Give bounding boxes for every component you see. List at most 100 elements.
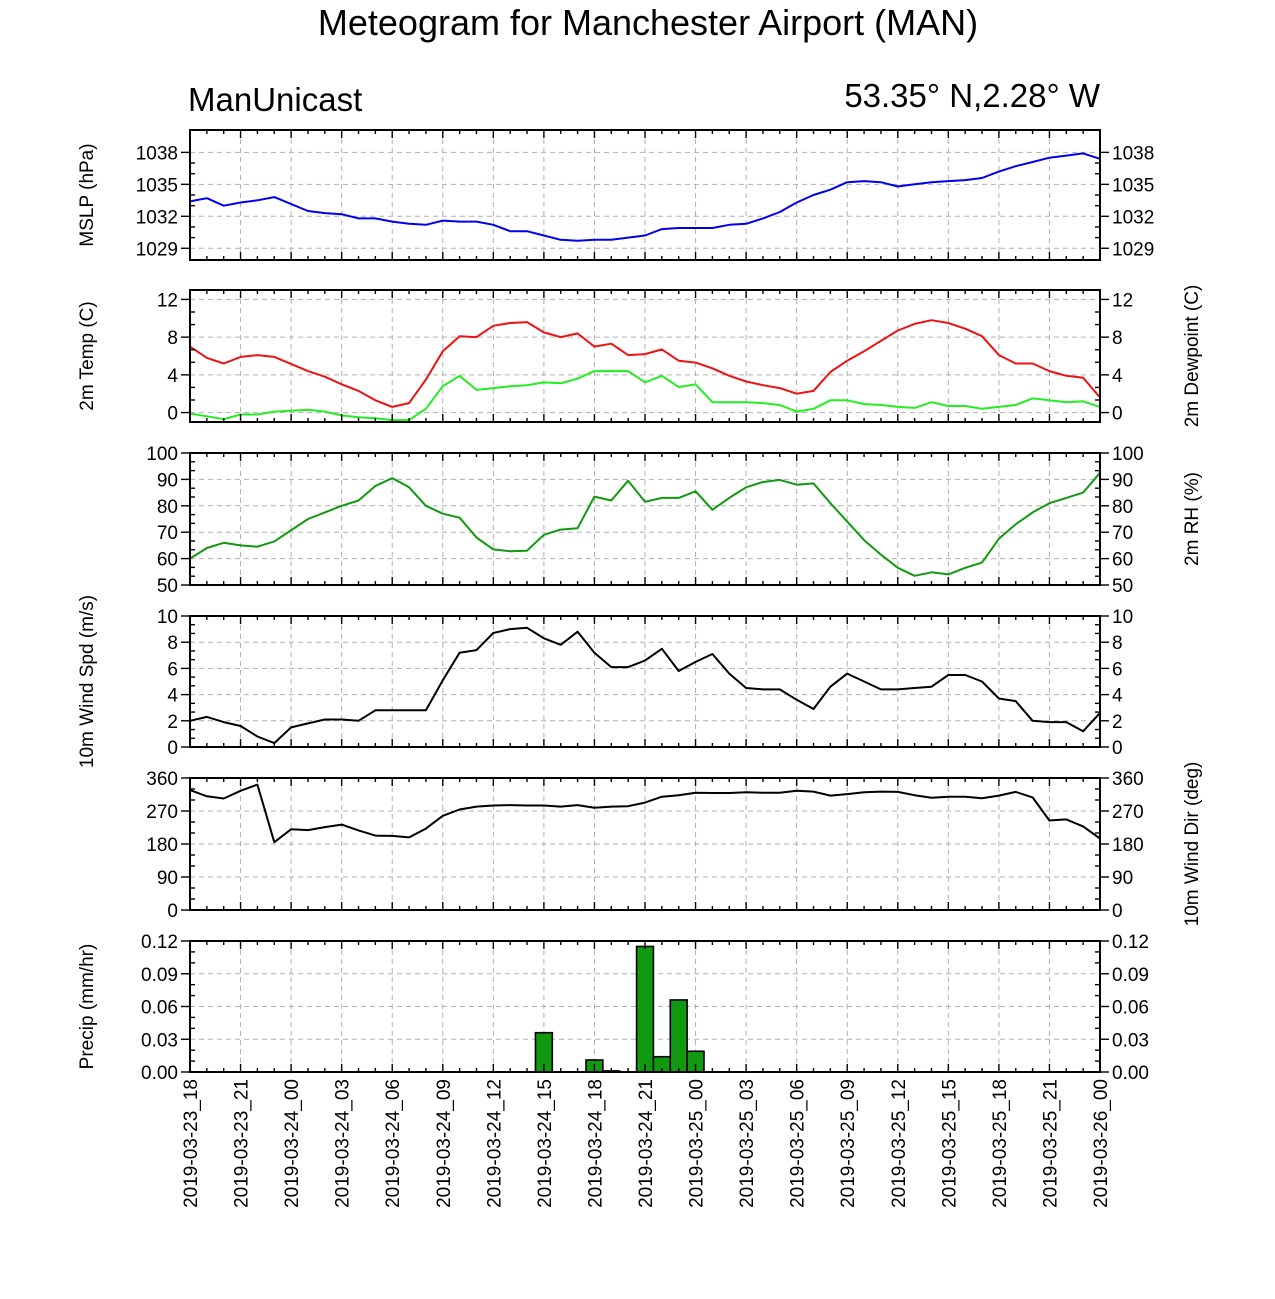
x-tick-label: 2019-03-23_21 [232,1079,253,1208]
y-tick-label-left: 8 [167,633,178,654]
y-tick-label-right: 4 [1112,686,1123,707]
y-tick-label-right: 0 [1112,738,1123,759]
y-tick-label-right: 10 [1112,607,1133,628]
y-tick-label-right: 80 [1112,497,1133,518]
series-line-temp [189,319,1101,408]
y-tick-label-right: 8 [1112,633,1123,654]
y-tick-label-left: 4 [167,686,178,707]
x-tick-label: 2019-03-25_06 [788,1079,809,1208]
panel-wind_speed: 0 0 2 2 4 4 6 6 8 8 10 10 10m Wind Spd (m/s) [77,595,1133,768]
x-tick-label: 2019-03-23_18 [181,1079,202,1208]
x-tick-label: 2019-03-25_12 [889,1079,910,1208]
y-tick-label-right: 8 [1112,328,1123,349]
y-tick-label-left: 0.12 [141,932,178,953]
y-tick-label-right: 1032 [1112,207,1154,228]
series-line-wind [189,783,1101,844]
x-tick-label: 2019-03-25_15 [939,1079,960,1208]
y-tick-label-left: 0.06 [141,998,178,1019]
y-tick-label-right: 100 [1112,444,1144,465]
panel-frame [189,777,1101,911]
station-coordinates: 53.35° N,2.28° W [844,77,1101,114]
series-line-mslp [189,152,1101,242]
y-tick-label-right: 90 [1112,470,1133,491]
y-tick-label-left: 8 [167,328,178,349]
series-line-wind [189,626,1101,745]
y-tick-label-right: 360 [1112,769,1144,790]
x-tick-label: 2019-03-24_06 [383,1079,404,1208]
y-tick-label-right: 6 [1112,659,1123,680]
y-tick-label-right: 1029 [1112,239,1154,260]
x-tick-label: 2019-03-24_03 [333,1079,354,1208]
y-tick-label-right: 0 [1112,404,1123,425]
y-tick-label-left: 2 [167,712,178,733]
precip-bar [669,999,688,1073]
panel-frame [189,289,1101,423]
y-tick-label-left: 1035 [136,175,178,196]
y-tick-label-right: 1035 [1112,175,1154,196]
x-tick-label: 2019-03-24_21 [636,1079,657,1208]
y-tick-label-left: 0.03 [141,1030,178,1051]
y-tick-label-left: 6 [167,659,178,680]
y-tick-label-left: 4 [167,366,178,387]
y-tick-label-left: 90 [157,470,178,491]
x-tick-label: 2019-03-25_21 [1040,1079,1061,1208]
panel-precip: 0.00 0.00 0.03 0.03 0.06 0.06 0.09 0.09 0.12 0.12… [77,932,1149,1084]
x-tick-label: 2019-03-24_18 [585,1079,606,1208]
panels: 1029 1029 1032 1032 1035 1035 1038 1038 MSLP (hP… [77,129,1203,1084]
y-axis-label-left: MSLP (hPa) [77,143,98,246]
x-tick-label: 2019-03-24_09 [434,1079,455,1208]
y-tick-label-right: 90 [1112,868,1133,889]
chart-title: Meteogram for Manchester Airport (MAN) [318,2,978,43]
y-tick-label-right: 0 [1112,901,1123,922]
x-axis-labels: 2019-03-23_18 2019-03-23_21 2019-03-24_00 2… [181,1079,1112,1208]
y-tick-label-right: 270 [1112,802,1144,823]
y-tick-label-left: 1029 [136,239,178,260]
y-tick-label-right: 0.06 [1112,998,1149,1019]
x-tick-label: 2019-03-25_03 [737,1079,758,1208]
y-axis-label-left: Precip (mm/hr) [77,944,98,1070]
y-axis-label-right: 10m Wind Dir (deg) [1182,762,1203,927]
y-tick-label-left: 0.00 [141,1063,178,1084]
panel-temp: 0 0 4 4 8 8 12 12 2m Temp (C) 2m Dewpoint (C) [77,285,1203,428]
y-axis-label-left: 10m Wind Spd (m/s) [77,595,98,768]
panel-mslp: 1029 1029 1032 1032 1035 1035 1038 1038 MSLP (hP… [77,129,1154,261]
y-tick-label-right: 70 [1112,523,1133,544]
y-tick-label-left: 0 [167,901,178,922]
y-tick-label-right: 12 [1112,290,1133,311]
y-tick-label-left: 100 [146,444,178,465]
y-tick-label-right: 0.12 [1112,932,1149,953]
panel-wind_dir: 0 0 90 90 180 180 270 270 360 360 10m Wind Dir (de… [146,762,1203,927]
x-tick-label: 2019-03-24_00 [282,1079,303,1208]
y-tick-label-left: 80 [157,497,178,518]
panel-frame [189,452,1101,586]
y-tick-label-right: 0.03 [1112,1030,1149,1051]
y-tick-label-right: 60 [1112,550,1133,571]
y-tick-label-left: 50 [157,576,178,597]
y-tick-label-right: 0.09 [1112,965,1149,986]
x-tick-label: 2019-03-26_00 [1091,1079,1112,1208]
series-line-rh [189,472,1101,577]
y-tick-label-right: 1038 [1112,143,1154,164]
y-tick-label-left: 10 [157,607,178,628]
x-tick-label: 2019-03-25_18 [990,1079,1011,1208]
panel-rh: 50 50 60 60 70 70 80 80 90 90 100 100 2m RH (%) [146,444,1203,597]
y-tick-label-left: 60 [157,550,178,571]
y-axis-label-right: 2m RH (%) [1182,472,1203,566]
y-tick-label-left: 90 [157,868,178,889]
y-tick-label-right: 0.00 [1112,1063,1149,1084]
y-tick-label-left: 180 [146,835,178,856]
series-line-dewpoint [189,370,1101,422]
y-tick-label-left: 1032 [136,207,178,228]
x-tick-label: 2019-03-25_00 [687,1079,708,1208]
y-axis-label-right: 2m Dewpoint (C) [1182,285,1203,428]
y-tick-label-right: 2 [1112,712,1123,733]
y-tick-label-right: 50 [1112,576,1133,597]
y-axis-label-left: 2m Temp (C) [77,301,98,410]
y-tick-label-left: 0.09 [141,965,178,986]
panel-frame [189,615,1101,748]
y-tick-label-left: 1038 [136,143,178,164]
y-tick-label-left: 270 [146,802,178,823]
y-tick-label-right: 180 [1112,835,1144,856]
x-tick-label: 2019-03-24_15 [535,1079,556,1208]
